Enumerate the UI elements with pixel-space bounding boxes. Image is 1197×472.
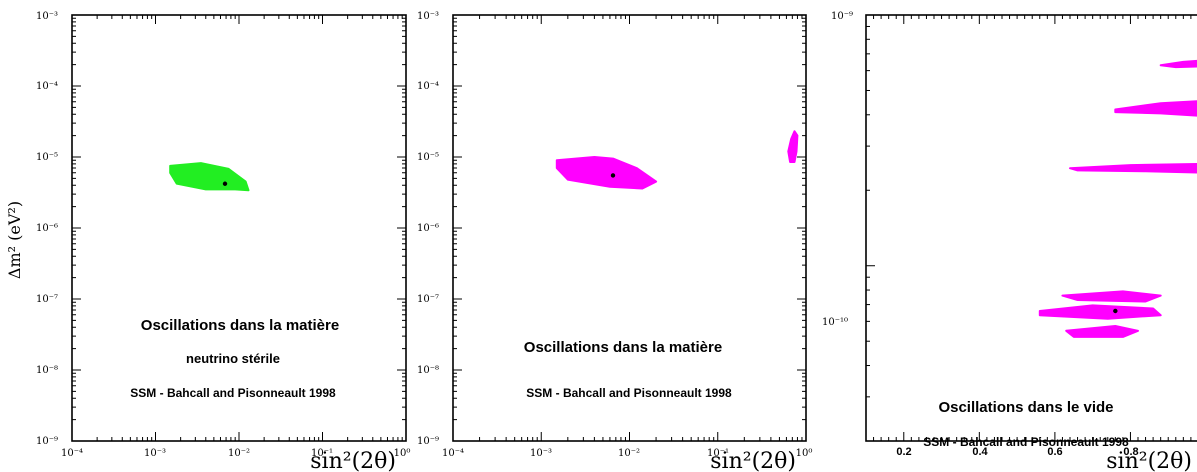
annotation-title: Oscillations dans la matière — [524, 339, 722, 356]
x-axis-label: sin²(2θ) — [310, 449, 396, 472]
y-tick-label: 10⁻⁹ — [417, 436, 439, 447]
panel-matter: 10⁻³ 10⁻⁴ 10⁻⁵ 10⁻⁶ 10⁻⁷ 10⁻⁸ 10⁻⁹ 10⁻⁴ … — [417, 11, 812, 472]
panel-matter-sterile: 10⁻³ 10⁻⁴ 10⁻⁵ 10⁻⁶ 10⁻⁷ 10⁻⁸ 10⁻⁹ 10⁻⁴ … — [5, 11, 410, 472]
y-tick-label: 10⁻⁵ — [36, 152, 58, 163]
allowed-region — [1038, 304, 1162, 320]
allowed-region — [1114, 100, 1197, 117]
y-axis-label: Δm² (eV²) — [5, 201, 24, 279]
x-axis-label: sin²(2θ) — [710, 449, 796, 472]
allowed-region — [1159, 59, 1197, 69]
best-fit-point — [222, 181, 228, 186]
x-tick-label: 0.6 — [1047, 446, 1062, 458]
y-tick-label: 10⁻⁴ — [417, 81, 439, 92]
x-tick-label: 0.8 — [1123, 446, 1138, 458]
y-tick-label: 10⁻⁸ — [36, 365, 58, 376]
plot-frame — [452, 14, 807, 442]
y-tick-label: 10⁻⁴ — [36, 81, 58, 92]
axis-ticks — [452, 14, 807, 442]
x-axis-label: sin²(2θ) — [1106, 449, 1192, 472]
plot-frame — [71, 14, 407, 442]
y-tick-label: 10⁻⁹ — [36, 436, 58, 447]
y-tick-label: 10⁻³ — [417, 11, 439, 22]
x-tick-label: 10⁻² — [618, 448, 640, 459]
x-tick-label: 10⁰ — [394, 448, 411, 459]
y-tick-label: 10⁻⁷ — [417, 294, 439, 305]
y-tick-label: 10⁻⁶ — [36, 223, 58, 234]
annotation-source: SSM - Bahcall and Pisonneault 1998 — [526, 386, 732, 400]
annotation-subtitle: neutrino stérile — [186, 351, 280, 366]
x-tick-label: 10⁻³ — [530, 448, 552, 459]
x-tick-label: 10⁻⁴ — [61, 448, 83, 459]
annotation-title: Oscillations dans la matière — [141, 317, 339, 334]
best-fit-point — [1113, 308, 1118, 314]
axis-ticks — [71, 14, 407, 442]
y-tick-label: 10⁻³ — [36, 11, 58, 22]
x-tick-label: 10⁻² — [228, 448, 250, 459]
x-tick-label: 10⁰ — [796, 448, 813, 459]
plot-frame — [865, 14, 1197, 442]
axis-ticks — [865, 14, 1192, 442]
allowed-regions — [169, 162, 250, 192]
y-tick-label: 10⁻⁵ — [417, 152, 439, 163]
y-tick-label: 10⁻⁸ — [417, 365, 439, 376]
annotation-source: SSM - Bahcall and Pisonneault 1998 — [130, 386, 336, 400]
annotation-source: SSM - Bahcall and Pisonneault 1998 — [923, 435, 1129, 449]
x-tick-label: 10⁻¹ — [707, 448, 729, 459]
allowed-region — [1061, 290, 1162, 303]
x-tick-label: 10⁻⁴ — [442, 448, 464, 459]
allowed-region — [1065, 325, 1139, 338]
annotation-title: Oscillations dans le vide — [938, 399, 1113, 416]
best-fit-point — [610, 173, 616, 178]
y-tick-label: 10⁻¹⁰ — [822, 317, 848, 328]
allowed-regions — [1038, 59, 1197, 338]
x-tick-label: 10⁻³ — [144, 448, 166, 459]
x-tick-label: 0.4 — [972, 446, 988, 458]
x-tick-label: 10⁻¹ — [311, 448, 333, 459]
panel-vacuum: 10⁻⁹ 10⁻¹⁰ 0.2 0.4 0.6 0.8 sin²(2θ) Osci… — [822, 11, 1197, 472]
allowed-region — [169, 162, 250, 192]
allowed-region — [787, 130, 799, 163]
allowed-region — [1069, 162, 1197, 174]
y-tick-label: 10⁻⁶ — [417, 223, 439, 234]
allowed-region — [555, 156, 658, 190]
x-tick-label: 0.2 — [896, 446, 911, 458]
allowed-regions — [555, 130, 799, 190]
y-tick-label: 10⁻⁷ — [36, 294, 58, 305]
y-tick-label: 10⁻⁹ — [831, 11, 853, 22]
